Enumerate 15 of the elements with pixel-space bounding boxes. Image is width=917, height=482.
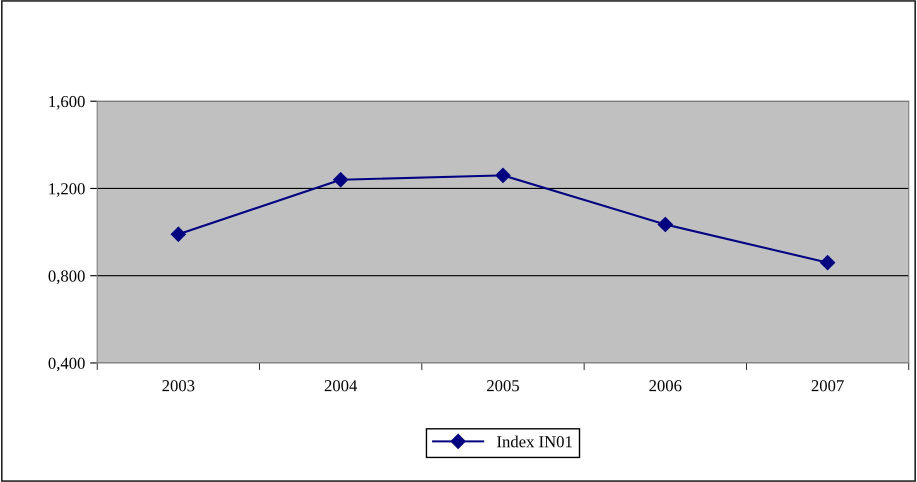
y-tick-label: 0,400 [48,358,85,372]
point [820,255,836,270]
point [333,172,348,188]
point [658,216,673,232]
point [170,226,186,242]
legend-label: Index IN01 [497,436,572,448]
x-tick-label: 2005 [487,380,519,392]
x-tick-label: 2007 [812,380,844,392]
x-tick-label: 2003 [162,380,194,392]
x-tick-label: 2006 [649,380,682,392]
y-tick-label: 1,200 [49,183,85,197]
point [495,168,511,183]
y-tick-label: 1,600 [49,96,85,110]
x-tick-label: 2004 [324,380,358,392]
y-tick-label: 0,800 [48,270,85,284]
